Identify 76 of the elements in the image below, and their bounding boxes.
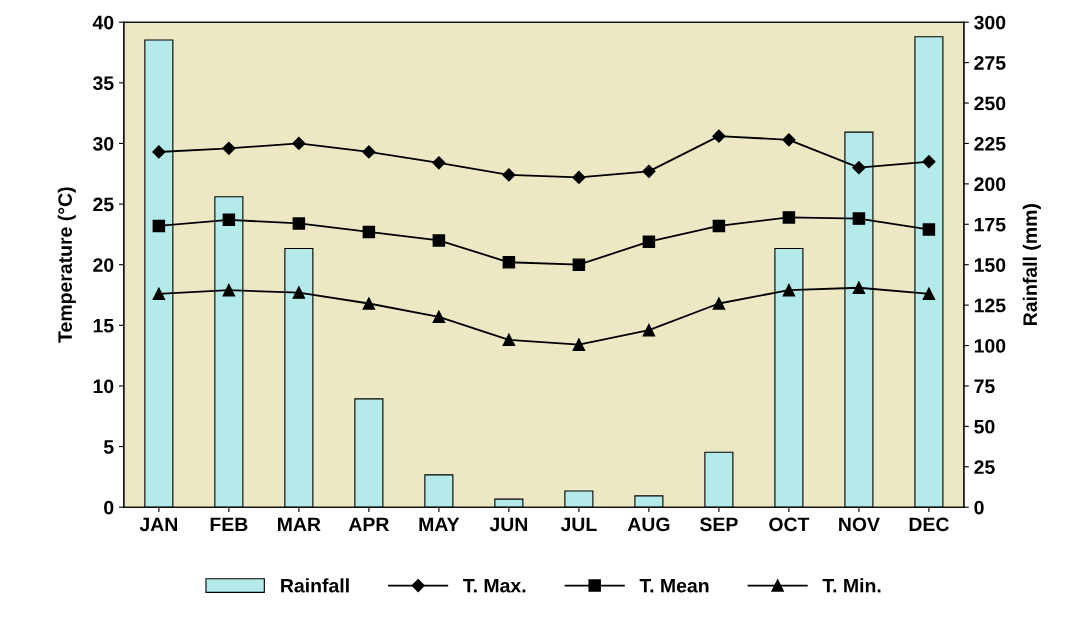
- point: [712, 219, 726, 233]
- y-tick-label: 25: [93, 197, 114, 212]
- point: [292, 286, 306, 299]
- point: [922, 223, 936, 236]
- x-tick-label: JUL: [560, 517, 597, 532]
- legend-label: T. Max.: [463, 578, 526, 593]
- y2-tick-label: 150: [974, 258, 1006, 272]
- x-tick-label: APR: [348, 517, 389, 532]
- point: [362, 145, 376, 159]
- legend-label: Rainfall: [281, 578, 349, 593]
- point: [852, 281, 866, 294]
- point: [572, 258, 586, 271]
- y-tick-label: 35: [92, 76, 114, 91]
- y2-tick-label: 50: [974, 419, 995, 434]
- point: [502, 168, 516, 182]
- point: [432, 310, 446, 324]
- point: [852, 161, 866, 175]
- y-tick-label: 5: [103, 440, 114, 454]
- point: [782, 133, 796, 147]
- y2-tick-label: 175: [974, 217, 1006, 232]
- y2-tick-label: 125: [974, 298, 1006, 313]
- point: [922, 155, 936, 169]
- x-tick-label: MAR: [278, 517, 321, 532]
- point: [292, 217, 306, 230]
- x-tick-label: AUG: [627, 517, 670, 532]
- y-tick-label: 20: [93, 258, 114, 272]
- legend-label: T. Min.: [822, 578, 881, 593]
- point: [642, 164, 656, 178]
- point: [782, 211, 796, 224]
- point: [152, 287, 166, 301]
- point: [712, 129, 726, 143]
- x-tick-label: OCT: [769, 517, 810, 532]
- point: [502, 256, 516, 269]
- x-tick-label: SEP: [700, 517, 738, 532]
- y2-tick-label: 25: [974, 460, 995, 475]
- point: [502, 333, 516, 347]
- point: [222, 283, 236, 297]
- y2-tick-label: 75: [974, 379, 995, 394]
- legend-label: T. Mean: [639, 578, 709, 593]
- y-tick-label: 15: [93, 318, 114, 333]
- y-tick-label: 10: [93, 379, 114, 394]
- y-tick-label: 30: [92, 136, 114, 151]
- y2-tick-label: 250: [974, 96, 1006, 111]
- y2-tick-label: 275: [974, 56, 1006, 70]
- x-tick-label: FEB: [210, 517, 248, 532]
- y2-tick-label: 300: [974, 15, 1006, 30]
- y2-tick-label: 200: [974, 177, 1006, 192]
- point: [782, 283, 796, 297]
- x-tick-label: MAY: [419, 517, 460, 532]
- point: [712, 297, 726, 310]
- y-axis-title: Temperature (°C): [57, 187, 76, 343]
- y2-tick-label: 225: [974, 136, 1006, 151]
- point: [572, 170, 586, 184]
- y2-axis-title: Rainfall (mm): [1022, 204, 1041, 325]
- x-tick-label: JAN: [139, 517, 177, 532]
- point: [152, 145, 166, 159]
- point: [292, 136, 306, 151]
- x-tick-label: DEC: [909, 517, 949, 532]
- point: [362, 225, 376, 239]
- x-tick-label: JUN: [489, 517, 528, 532]
- y2-tick-label: 0: [974, 500, 984, 515]
- y-tick-label: 40: [92, 15, 114, 30]
- point: [432, 156, 446, 170]
- x-tick-label: NOV: [839, 517, 880, 532]
- point: [222, 213, 236, 227]
- point: [152, 219, 166, 233]
- point: [222, 141, 236, 155]
- y2-tick-label: 100: [974, 339, 1006, 353]
- point: [922, 287, 936, 301]
- point: [432, 234, 446, 247]
- y-tick-label: 0: [104, 500, 114, 515]
- point: [362, 297, 376, 310]
- point: [572, 338, 586, 351]
- point: [642, 323, 656, 337]
- point: [852, 212, 866, 225]
- point: [642, 235, 656, 248]
